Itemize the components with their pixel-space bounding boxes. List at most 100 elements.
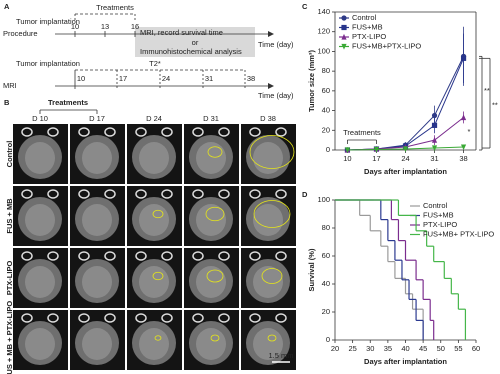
eye	[135, 189, 147, 199]
y-tick-label: 0	[326, 145, 330, 154]
legend-marker	[341, 24, 347, 31]
eye	[161, 251, 173, 261]
column-label: D 10	[32, 114, 48, 123]
data-point	[402, 146, 409, 153]
brain-inner	[25, 328, 55, 360]
brain-inner	[196, 142, 226, 174]
brain-inner	[253, 266, 283, 298]
data-point	[431, 145, 438, 152]
result-box	[135, 27, 255, 57]
legend-label: Control	[423, 201, 448, 210]
brain-inner	[196, 266, 226, 298]
x-tick-label: 30	[366, 344, 374, 353]
x-tick-label: 38	[459, 154, 467, 163]
panel-label: A	[4, 2, 10, 11]
column-label: D 24	[146, 114, 162, 123]
annotation: Treatments	[343, 128, 381, 137]
eye	[218, 189, 230, 199]
eye	[78, 251, 90, 261]
data-point	[460, 144, 467, 151]
column-label: D 38	[260, 114, 276, 123]
x-tick-label: 31	[430, 154, 438, 163]
eye	[218, 127, 230, 137]
brain-inner	[25, 266, 55, 298]
data-point	[460, 114, 467, 121]
x-tick-label: 17	[372, 154, 380, 163]
eye	[78, 313, 90, 323]
x-tick-label: 24	[401, 154, 409, 163]
eye	[135, 127, 147, 137]
brain-inner	[196, 328, 226, 360]
eye	[21, 313, 33, 323]
y-tick-label: 20	[322, 125, 330, 134]
eye	[104, 251, 116, 261]
eye	[47, 251, 59, 261]
x-tick-label: 45	[419, 344, 427, 353]
x-tick-label: 55	[454, 344, 462, 353]
eye	[161, 313, 173, 323]
y-tick-label: 60	[322, 251, 330, 260]
box-text: Immunohistochemical analysis	[140, 47, 242, 56]
eye	[192, 189, 204, 199]
row-label: Control	[5, 141, 14, 168]
treatments-label: Treatments	[48, 98, 88, 107]
eye	[249, 189, 261, 199]
data-point	[431, 112, 438, 119]
eye	[249, 251, 261, 261]
brain-inner	[25, 142, 55, 174]
data-point	[344, 147, 351, 154]
y-tick-label: 40	[322, 106, 330, 115]
legend-label: FUS+MB+PTX-LIPO	[352, 41, 421, 50]
y-tick-label: 140	[317, 7, 330, 16]
tumor-outline	[207, 146, 223, 158]
legend-label: FUS+MB+ PTX-LIPO	[423, 229, 494, 238]
row-label: FUS + MB	[5, 198, 14, 234]
y-tick-label: 120	[317, 27, 330, 36]
y-tick-label: 40	[322, 279, 330, 288]
eye	[78, 127, 90, 137]
significance-mark: **	[484, 86, 490, 95]
brain-inner	[139, 142, 169, 174]
data-point	[460, 55, 467, 61]
day-label: 17	[119, 74, 127, 83]
y-axis-label: Tumor size (mm³)	[307, 50, 316, 112]
day-label: 38	[247, 74, 255, 83]
eye	[275, 251, 287, 261]
eye	[275, 189, 287, 199]
arrow	[268, 31, 274, 37]
brain-inner	[139, 204, 169, 236]
tumor-outline	[253, 200, 291, 228]
eye	[78, 189, 90, 199]
legend-marker	[341, 43, 347, 50]
day-label: 31	[205, 74, 213, 83]
eye	[192, 251, 204, 261]
significance-mark: **	[492, 101, 498, 110]
panel-label: C	[302, 2, 308, 11]
column-label: D 17	[89, 114, 105, 123]
x-tick-label: 25	[348, 344, 356, 353]
x-axis-label: Days after implantation	[364, 357, 447, 366]
panel-label: D	[302, 190, 308, 199]
x-tick-label: 60	[472, 344, 480, 353]
arrow	[268, 83, 274, 89]
tumor-outline	[249, 135, 295, 169]
data-point	[431, 137, 438, 143]
box-text: MRI, record survival time	[140, 28, 223, 37]
brain-inner	[82, 142, 112, 174]
event-label: Tumor implantation	[16, 59, 80, 68]
axis-label: Time (day)	[258, 91, 294, 100]
x-tick-label: 10	[343, 154, 351, 163]
row-label: FUS + MB + PTX-LIPO	[5, 301, 14, 374]
y-tick-label: 60	[322, 86, 330, 95]
brain-inner	[82, 328, 112, 360]
eye	[135, 313, 147, 323]
day-label: 13	[101, 22, 109, 31]
tumor-outline	[154, 335, 162, 341]
eye	[249, 313, 261, 323]
x-tick-label: 35	[384, 344, 392, 353]
brain-inner	[139, 266, 169, 298]
legend-label: FUS+MB	[352, 22, 383, 31]
legend-label: Control	[352, 13, 377, 22]
eye	[192, 127, 204, 137]
